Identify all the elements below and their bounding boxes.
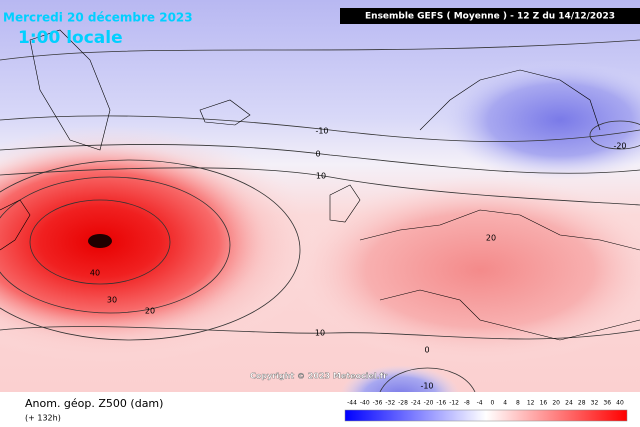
colorbar-tick-label: -24 xyxy=(411,400,421,407)
contour-label: 0 xyxy=(424,346,429,355)
contour-label: -10 xyxy=(315,127,328,136)
colorbar-tick-label: -20 xyxy=(424,400,434,407)
low-anomaly xyxy=(440,60,640,180)
model: Ensemble GEFS ( Moyenne ) - 12 Z du 14/1… xyxy=(365,12,615,22)
contour-label: 20 xyxy=(145,307,155,316)
max-core xyxy=(88,234,112,248)
colorbar-tick-label: 36 xyxy=(603,400,611,407)
contour-label: -10 xyxy=(420,382,433,391)
contour-label: 40 xyxy=(90,269,100,278)
coastlines xyxy=(0,29,640,341)
colorbar-tick-label: -28 xyxy=(398,400,408,407)
colorbar-tick-label: 40 xyxy=(616,400,624,407)
colorbar-tick-label: -8 xyxy=(464,400,470,407)
date: Mercredi 20 décembre 2023 xyxy=(3,11,193,25)
contour-label: -20 xyxy=(613,142,626,151)
colorbar-tick-label: -16 xyxy=(436,400,446,407)
colorbar-tick-label: 8 xyxy=(516,400,520,407)
contour-label: 20 xyxy=(486,234,496,243)
colorbar xyxy=(344,409,628,422)
colorbar-tick-label: 24 xyxy=(565,400,573,407)
colorbar-tick-label: 12 xyxy=(527,400,535,407)
colorbar-tick-label: 16 xyxy=(540,400,548,407)
legend-subtitle: (+ 132h) xyxy=(25,414,61,423)
colorbar-tick-label: 20 xyxy=(552,400,560,407)
colorbar-tick-label: -40 xyxy=(360,400,370,407)
colorbar-tick-label: -32 xyxy=(385,400,395,407)
high-anomaly-core xyxy=(0,142,270,342)
contour-label: 0 xyxy=(315,150,320,159)
colorbar-tick-label: 4 xyxy=(503,400,507,407)
high-anomaly xyxy=(290,175,640,365)
colorbar-tick-label: 0 xyxy=(490,400,494,407)
contour-label: 10 xyxy=(316,172,326,181)
colorbar-tick-label: -44 xyxy=(347,400,357,407)
contour-labels: -10 0 10 20 40 30 20 10 0 -10 -20 xyxy=(90,127,627,391)
colorbar-tick-label: -4 xyxy=(477,400,483,407)
colorbar-tick-label: 32 xyxy=(591,400,599,407)
colorbar-tick-label: -12 xyxy=(449,400,459,407)
time: 1:00 locale xyxy=(18,28,123,48)
copyright: Copyright © 2023 Meteociel.fr xyxy=(250,372,387,381)
colorbar-tick-label: -36 xyxy=(373,400,383,407)
colorbar-ticks: -44 -40 -36 -32 -28 -24 -20 -16 -12 -8 -4 0 4 8 12 16 20… xyxy=(347,400,624,407)
legend-title: Anom. géop. Z500 (dam) xyxy=(25,397,163,410)
colorbar-tick-label: 28 xyxy=(578,400,586,407)
model-banner xyxy=(340,8,640,24)
contour-label: 30 xyxy=(107,296,117,305)
contour-label: 10 xyxy=(315,329,325,338)
contours xyxy=(0,39,640,393)
